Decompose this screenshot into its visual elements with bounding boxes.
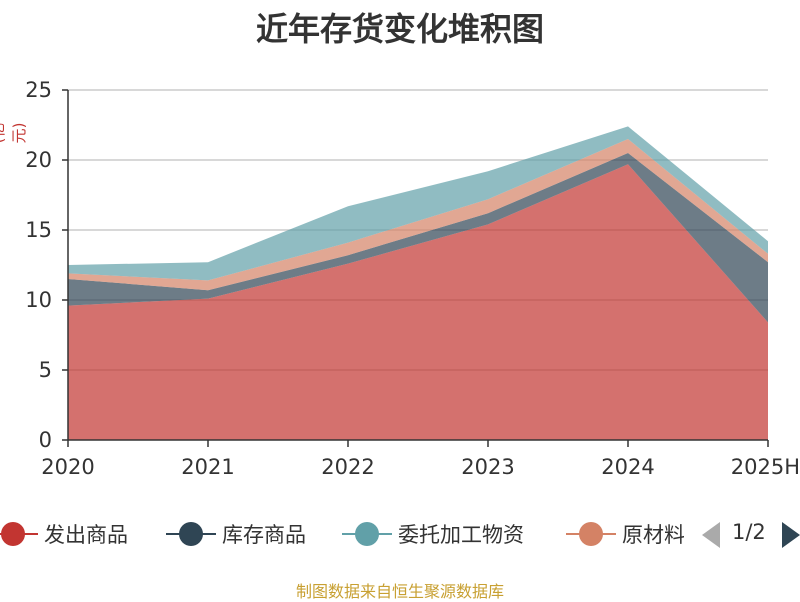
y-tick-label: 20	[25, 148, 52, 172]
legend-item-label: 库存商品	[222, 523, 306, 547]
legend-item[interactable]: 委托加工物资	[342, 514, 524, 554]
legend-marker-icon	[566, 514, 616, 554]
tick-labels: 0 5 10 15 20 25 2020 2021 2022 2023 2024 2025H	[25, 78, 800, 479]
legend-item-label: 原材料	[622, 523, 684, 547]
x-tick-label: 2024	[601, 455, 654, 479]
legend-marker-icon	[0, 514, 38, 554]
area-series	[68, 126, 768, 440]
legend-item[interactable]: 发出商品	[0, 514, 128, 554]
legend-item-label: 委托加工物资	[398, 523, 524, 547]
legend-next-page-icon[interactable]	[782, 522, 800, 548]
legend-item[interactable]: 原材料	[566, 514, 684, 554]
area-series-发出商品	[68, 164, 768, 440]
y-tick-label: 15	[25, 218, 52, 242]
y-tick-label: 5	[39, 358, 52, 382]
legend-page-indicator: 1/2	[732, 520, 766, 544]
legend-prev-page-icon[interactable]	[702, 522, 720, 548]
x-tick-label: 2025H	[731, 455, 800, 479]
axes	[62, 89, 769, 447]
legend-item[interactable]: 库存商品	[166, 514, 306, 554]
x-tick-label: 2020	[41, 455, 94, 479]
x-tick-label: 2021	[181, 455, 234, 479]
x-tick-label: 2023	[461, 455, 514, 479]
legend-marker-icon	[166, 514, 216, 554]
legend-pager: 1/2	[700, 514, 800, 554]
legend: 发出商品 库存商品 委托加工物资 原材料 1/2	[0, 514, 800, 554]
legend-item-label: 发出商品	[44, 523, 128, 547]
y-tick-label: 25	[25, 78, 52, 102]
source-note: 制图数据来自恒生聚源数据库	[295, 582, 504, 601]
area-series-委托加工物资	[68, 126, 768, 281]
chart-title: 近年存货变化堆积图	[255, 10, 544, 48]
x-tick-label: 2022	[321, 455, 374, 479]
legend-marker-icon	[342, 514, 392, 554]
y-tick-label: 10	[25, 288, 52, 312]
y-tick-label: 0	[39, 428, 52, 452]
area-series-库存商品	[68, 153, 768, 323]
